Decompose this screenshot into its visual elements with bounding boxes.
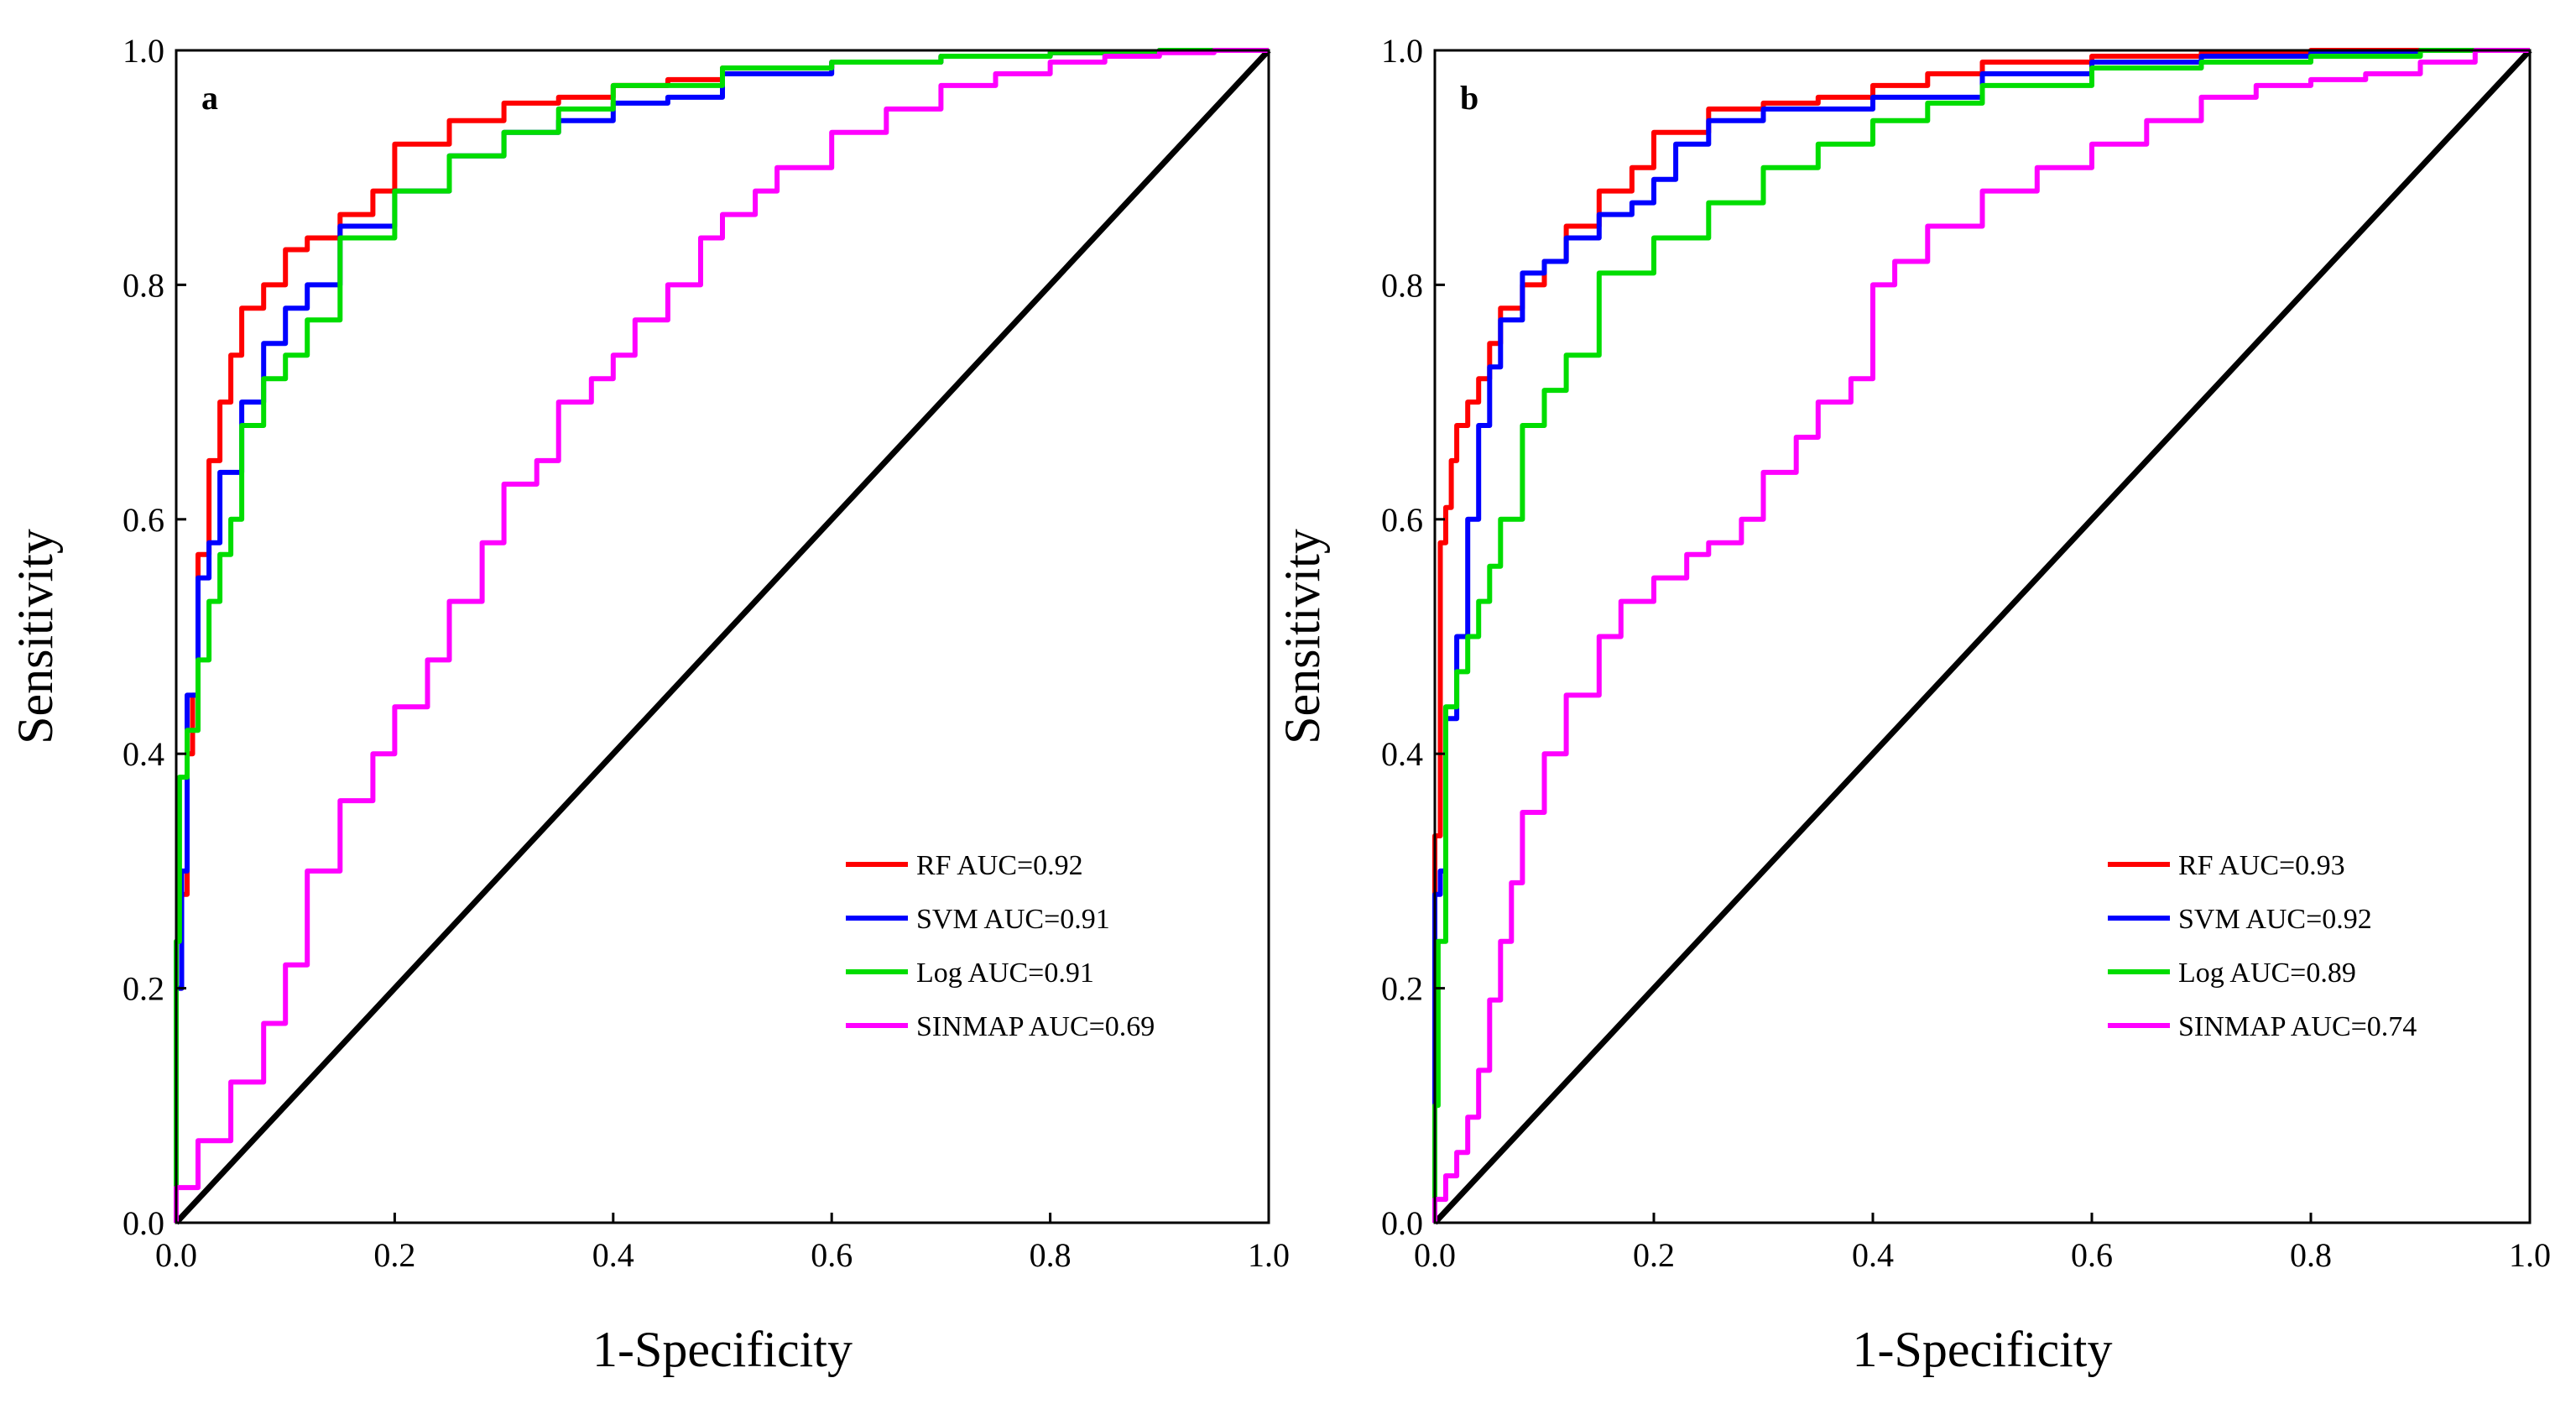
- roc-curve-log: [1432, 48, 2530, 1223]
- y-tick-label: 0.8: [1381, 266, 1423, 304]
- legend-label-sinmap: SINMAP AUC=0.74: [2178, 1011, 2417, 1042]
- x-tick-label: 1.0: [1248, 1236, 1290, 1274]
- reference-diagonal-line: [174, 48, 1271, 1225]
- x-tick-label: 0.6: [2071, 1236, 2113, 1274]
- y-tick-label: 0.8: [123, 266, 164, 304]
- y-tick-label: 0.2: [123, 970, 164, 1008]
- legend: RF AUC=0.93 SVM AUC=0.92 Log AUC=0.89 SINMA…: [2108, 850, 2417, 1042]
- plot-frame: [175, 49, 1270, 1224]
- y-tick-label: 0.0: [1381, 1204, 1423, 1242]
- reference-diagonal-line: [1432, 48, 2532, 1225]
- x-tick-label: 0.6: [811, 1236, 853, 1274]
- legend-label-rf: RF AUC=0.92: [916, 850, 1083, 881]
- legend-label-svm: SVM AUC=0.92: [2178, 904, 2372, 935]
- y-axis-title: Sensitivity: [1275, 529, 1330, 744]
- legend-label-svm: SVM AUC=0.91: [916, 904, 1110, 935]
- panel-label: b: [1460, 79, 1478, 117]
- legend-label-log: Log AUC=0.91: [916, 958, 1094, 989]
- x-tick-label: 0.0: [1414, 1236, 1456, 1274]
- legend-label-log: Log AUC=0.89: [2178, 958, 2356, 989]
- panel-b: 0.0 0.2 0.4 0.6 0.8 1.0 0.0 0.2 0.4 0.6 0.8 1.0 1-Sp…: [1275, 32, 2551, 1377]
- x-axis-title: 1-Specificity: [592, 1322, 853, 1377]
- y-tick-label: 0.0: [123, 1204, 164, 1242]
- roc-curve-log: [174, 48, 1269, 1223]
- plot-frame: [1433, 49, 2532, 1224]
- y-axis-title: Sensitivity: [8, 529, 63, 744]
- y-tick-label: 0.6: [123, 501, 164, 539]
- y-tick-label: 0.4: [1381, 735, 1423, 773]
- x-tick-label: 0.8: [2290, 1236, 2332, 1274]
- roc-curve-rf: [1432, 48, 2530, 1223]
- panel-label: a: [201, 79, 218, 117]
- x-tick-label: 0.0: [155, 1236, 197, 1274]
- x-tick-label: 0.4: [1852, 1236, 1894, 1274]
- x-tick-label: 1.0: [2509, 1236, 2551, 1274]
- legend-label-sinmap: SINMAP AUC=0.69: [916, 1011, 1155, 1042]
- legend-label-rf: RF AUC=0.93: [2178, 850, 2345, 881]
- y-tick-label: 0.2: [1381, 970, 1423, 1008]
- y-tick-label: 0.4: [123, 735, 164, 773]
- x-axis-title: 1-Specificity: [1853, 1322, 2113, 1377]
- x-tick-label: 0.8: [1030, 1236, 1072, 1274]
- legend: RF AUC=0.92 SVM AUC=0.91 Log AUC=0.91 SINMA…: [846, 850, 1155, 1042]
- y-tick-label: 1.0: [123, 32, 164, 70]
- roc-curve-sinmap: [174, 48, 1269, 1223]
- x-tick-label: 0.4: [592, 1236, 634, 1274]
- panel-a: 0.0 0.2 0.4 0.6 0.8 1.0 0.0 0.2 0.4 0.6 0.8 1.0 1-Sp…: [8, 32, 1290, 1377]
- y-tick-label: 0.6: [1381, 501, 1423, 539]
- x-tick-label: 0.2: [373, 1236, 415, 1274]
- x-tick-label: 0.2: [1633, 1236, 1675, 1274]
- y-tick-label: 1.0: [1381, 32, 1423, 70]
- roc-curve-sinmap: [1432, 48, 2530, 1223]
